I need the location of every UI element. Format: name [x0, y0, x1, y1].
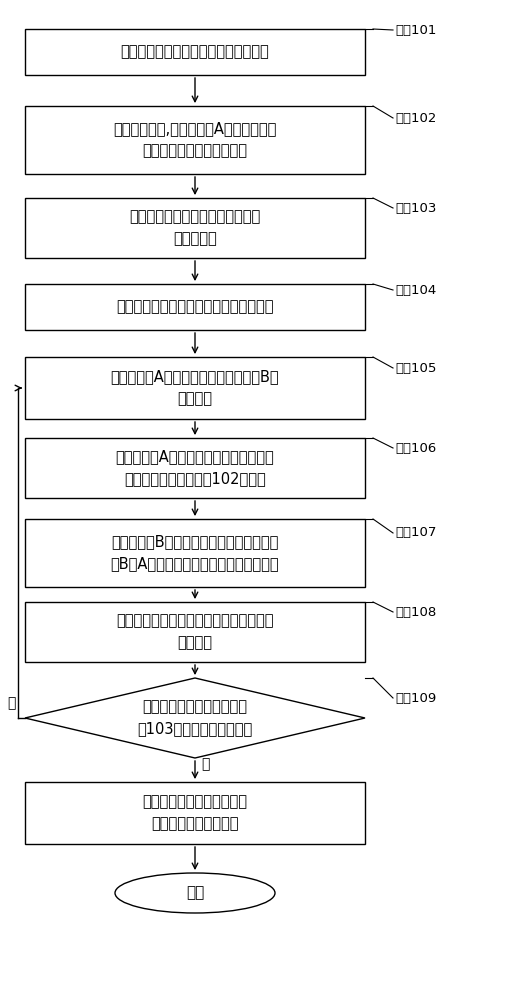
Text: 进行光线追迹,计算中继镜A的出射光线在
子午面和弧矢面上的孔径角: 进行光线追迹,计算中继镜A的出射光线在 子午面和弧矢面上的孔径角 — [113, 121, 277, 159]
Text: 调整中继镜B的位置，使得出瞳中心经中继
镜B和A后成像于光阑复眼的中心复眼元上: 调整中继镜B的位置，使得出瞳中心经中继 镜B和A后成像于光阑复眼的中心复眼元上 — [111, 534, 279, 572]
Text: 步骤105: 步骤105 — [395, 361, 437, 374]
Text: 步骤109: 步骤109 — [395, 692, 436, 704]
Text: 调整光阑复眼和视场复眼上中心复眼元的
倾斜角度: 调整光阑复眼和视场复眼上中心复眼元的 倾斜角度 — [116, 613, 274, 651]
Bar — [25, 602, 365, 662]
Bar — [25, 198, 365, 258]
Text: 调整中继镜A的位置，使得中子午面和弧
矢面上的孔径角与步骤102的相等: 调整中继镜A的位置，使得中子午面和弧 矢面上的孔径角与步骤102的相等 — [115, 449, 274, 487]
Text: 是: 是 — [201, 757, 209, 771]
Text: 获取当前极紫外光刻机中投影物镜
的相关参数: 获取当前极紫外光刻机中投影物镜 的相关参数 — [129, 209, 261, 247]
Text: 步骤101: 步骤101 — [395, 23, 437, 36]
Text: 步骤103: 步骤103 — [395, 202, 437, 215]
Bar — [25, 106, 365, 174]
Text: 步骤104: 步骤104 — [395, 284, 436, 296]
Text: 否: 否 — [8, 696, 16, 710]
Bar — [25, 284, 365, 330]
Polygon shape — [25, 678, 365, 758]
Text: 判断当前像面是否满足与步
骤103获得的弧形像面相近: 判断当前像面是否满足与步 骤103获得的弧形像面相近 — [137, 699, 252, 737]
Text: 在照明系统的弧形像面上设置孔径光阑: 在照明系统的弧形像面上设置孔径光阑 — [121, 44, 269, 60]
Ellipse shape — [115, 873, 275, 913]
Text: 步骤106: 步骤106 — [395, 442, 436, 454]
Text: 结束: 结束 — [186, 886, 204, 900]
Text: 步骤108: 步骤108 — [395, 605, 436, 618]
Text: 取出瞳面的中心点作为物点进行光线追迹: 取出瞳面的中心点作为物点进行光线追迹 — [116, 300, 274, 314]
Text: 根据计算的各复眼元的坐标
和倾斜角调整各复眼元: 根据计算的各复眼元的坐标 和倾斜角调整各复眼元 — [143, 794, 247, 832]
Bar — [25, 438, 365, 498]
Bar — [25, 519, 365, 587]
Bar — [25, 357, 365, 419]
Bar — [25, 782, 365, 844]
Bar — [25, 29, 365, 75]
Text: 步骤102: 步骤102 — [395, 111, 437, 124]
Text: 调整中继镜A的倾斜角度，调整中继镜B的
倾斜角度: 调整中继镜A的倾斜角度，调整中继镜B的 倾斜角度 — [111, 369, 279, 407]
Text: 步骤107: 步骤107 — [395, 526, 437, 540]
